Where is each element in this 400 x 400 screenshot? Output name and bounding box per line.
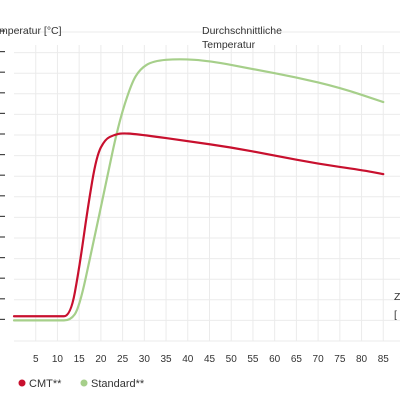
x-tick-label: 40 bbox=[182, 354, 194, 365]
chart-title-line-2: Temperatur bbox=[202, 39, 256, 51]
x-tick-label: 35 bbox=[160, 354, 172, 365]
x-tick-label: 60 bbox=[269, 354, 281, 365]
x-tick-label: 85 bbox=[378, 354, 390, 365]
legend-label-cmt: CMT** bbox=[29, 378, 62, 390]
legend: CMT** Standard** bbox=[18, 378, 145, 390]
x-tick-label: 45 bbox=[204, 354, 216, 365]
x-axis-ticks: 51015202530354045505560657075808590 bbox=[33, 354, 400, 365]
x-tick-label: 20 bbox=[95, 354, 107, 365]
series-line-standard bbox=[12, 58, 385, 322]
x-tick-label: 10 bbox=[52, 354, 64, 365]
legend-label-standard: Standard** bbox=[91, 378, 145, 390]
x-tick-label: 75 bbox=[334, 354, 346, 365]
x-tick-label: 70 bbox=[313, 354, 325, 365]
legend-marker-cmt bbox=[18, 379, 26, 387]
x-axis-label-line-1: Z bbox=[394, 291, 400, 303]
chart-title-line-1: Durchschnittliche bbox=[202, 25, 282, 37]
x-tick-label: 5 bbox=[33, 354, 39, 365]
x-tick-label: 80 bbox=[356, 354, 368, 365]
y-axis-label: mperatur [°C] bbox=[0, 25, 62, 37]
x-axis-label-line-2: [ bbox=[394, 309, 397, 321]
series-lines bbox=[12, 58, 385, 322]
x-tick-label: 55 bbox=[247, 354, 259, 365]
series-line-cmt bbox=[12, 132, 385, 318]
legend-marker-standard bbox=[80, 379, 88, 387]
x-tick-label: 50 bbox=[226, 354, 238, 365]
chart-grid bbox=[14, 31, 400, 342]
x-tick-label: 15 bbox=[74, 354, 86, 365]
x-tick-label: 65 bbox=[291, 354, 303, 365]
y-axis-dashes bbox=[0, 30, 5, 320]
x-tick-label: 30 bbox=[139, 354, 151, 365]
x-tick-label: 25 bbox=[117, 354, 129, 365]
